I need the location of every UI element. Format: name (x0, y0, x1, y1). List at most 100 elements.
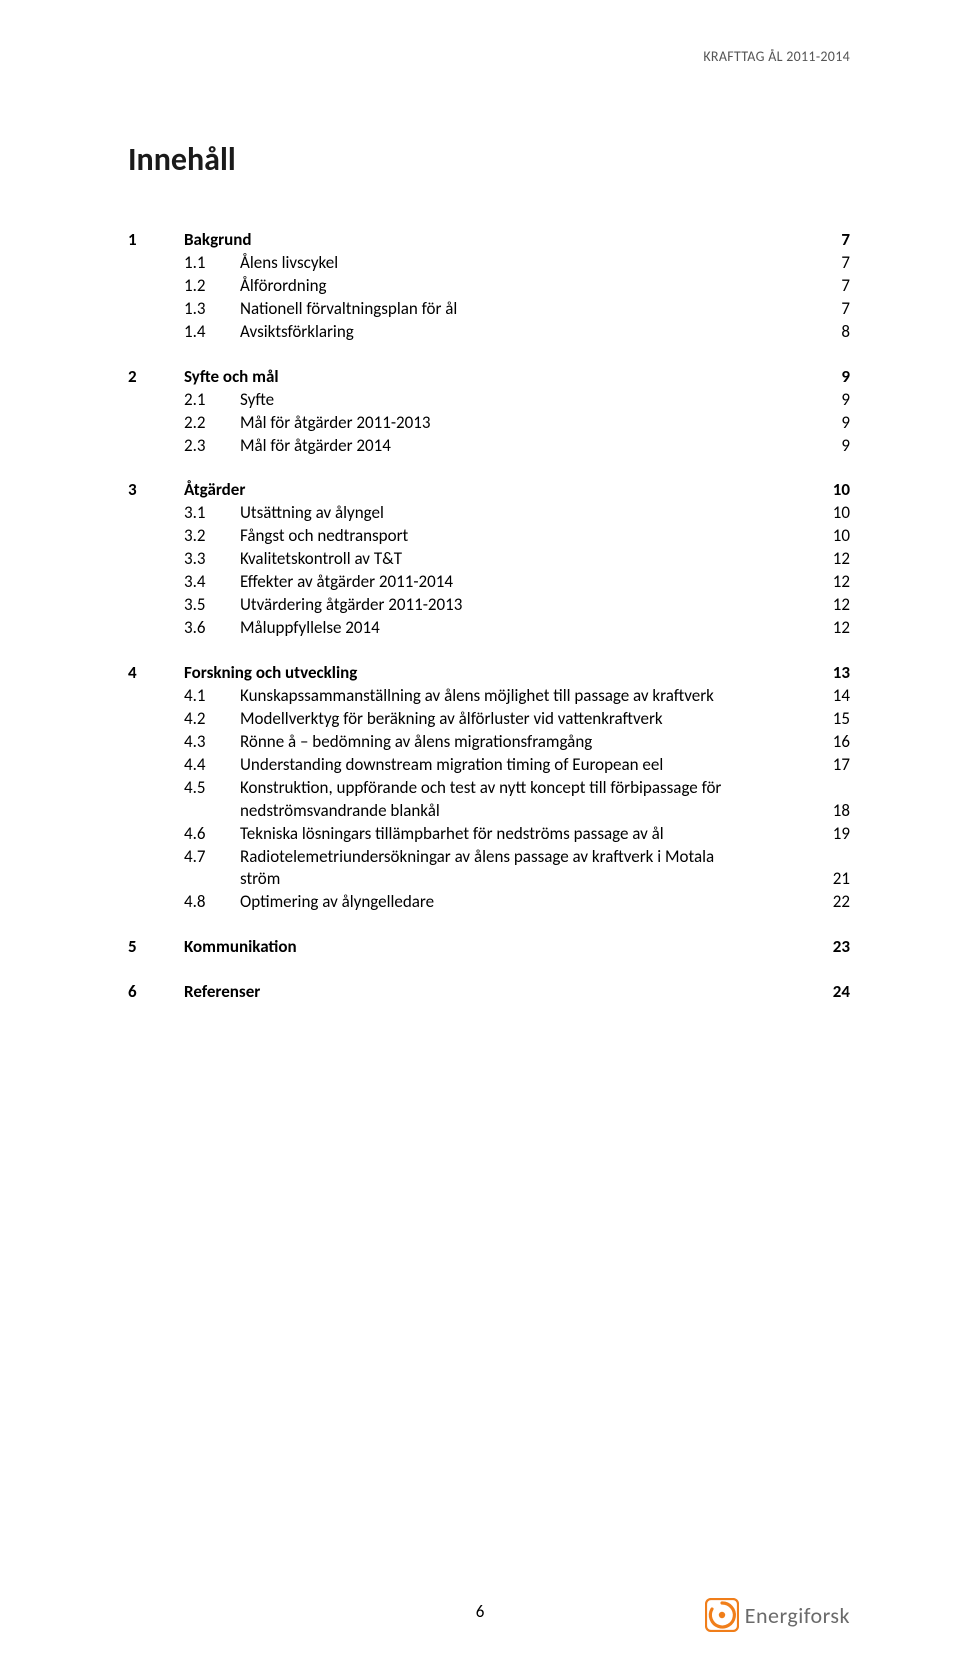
toc-number: 1.1 (184, 252, 240, 275)
toc-page: 7 (818, 275, 850, 298)
toc-label: Optimering av ålyngelledare (240, 891, 818, 914)
running-header: KRAFTTAG ÅL 2011-2014 (703, 48, 850, 65)
toc-page: 18 (818, 800, 850, 823)
toc-label: Syfte (240, 389, 818, 412)
toc-entry[interactable]: 4.1Kunskapssammanställning av ålens möjl… (128, 685, 850, 708)
toc-page: 10 (818, 479, 850, 502)
toc-label: Åtgärder (184, 479, 818, 502)
toc-label: Rönne å – bedömning av ålens migrationsf… (240, 731, 818, 754)
toc-entry[interactable]: 1.4Avsiktsförklaring8 (128, 321, 850, 344)
toc-page: 12 (818, 571, 850, 594)
toc-entry[interactable]: 4.4Understanding downstream migration ti… (128, 754, 850, 777)
toc-label: Mål för åtgärder 2011-2013 (240, 412, 818, 435)
toc-label: Effekter av åtgärder 2011-2014 (240, 571, 818, 594)
toc-label: Ålförordning (240, 275, 818, 298)
toc-label: Utvärdering åtgärder 2011-2013 (240, 594, 818, 617)
toc-page: 7 (818, 298, 850, 321)
toc-number: 1.4 (184, 321, 240, 344)
toc-label: Kunskapssammanställning av ålens möjligh… (240, 685, 818, 708)
toc-label: Tekniska lösningars tillämpbarhet för ne… (240, 823, 818, 846)
toc-entry[interactable]: 3.2Fångst och nedtransport10 (128, 525, 850, 548)
toc-page: 7 (818, 252, 850, 275)
toc-page: 17 (818, 754, 850, 777)
toc-number: 2.1 (184, 389, 240, 412)
toc-page: 14 (818, 685, 850, 708)
toc-number: 4.8 (184, 891, 240, 914)
logo-text: Energiforsk (745, 1602, 850, 1629)
toc-number: 3.6 (184, 617, 240, 640)
toc-label: Forskning och utveckling (184, 662, 818, 685)
toc-entry[interactable]: 4.6Tekniska lösningars tillämpbarhet för… (128, 823, 850, 846)
toc-page: 9 (818, 389, 850, 412)
toc-label: Bakgrund (184, 229, 818, 252)
toc-page: 10 (818, 525, 850, 548)
toc-entry[interactable]: 5Kommunikation23 (128, 936, 850, 959)
toc-entry[interactable]: 1.2Ålförordning7 (128, 275, 850, 298)
toc-number: 4.4 (184, 754, 240, 777)
toc-entry[interactable]: 4.2Modellverktyg för beräkning av ålförl… (128, 708, 850, 731)
toc-label: Mål för åtgärder 2014 (240, 435, 818, 458)
toc-number: 4.5 (184, 777, 240, 800)
toc-label: Referenser (184, 981, 818, 1004)
toc-entry[interactable]: 3.3Kvalitetskontroll av T&T12 (128, 548, 850, 571)
toc-number: 3.2 (184, 525, 240, 548)
toc-page: 9 (818, 366, 850, 389)
toc-entry[interactable]: 3Åtgärder10 (128, 479, 850, 502)
toc-page: 10 (818, 502, 850, 525)
toc-number: 1.2 (184, 275, 240, 298)
toc-page: 8 (818, 321, 850, 344)
toc-entry[interactable]: 3.4Effekter av åtgärder 2011-201412 (128, 571, 850, 594)
toc-number: 2 (128, 366, 184, 389)
toc-label: ström (240, 868, 818, 891)
toc-entry[interactable]: 2.2Mål för åtgärder 2011-20139 (128, 412, 850, 435)
toc-entry[interactable]: 4.3Rönne å – bedömning av ålens migratio… (128, 731, 850, 754)
toc-label: nedströmsvandrande blankål (240, 800, 818, 823)
toc-number: 4.3 (184, 731, 240, 754)
toc-label: Understanding downstream migration timin… (240, 754, 818, 777)
toc-entry[interactable]: 4.5Konstruktion, uppförande och test av … (128, 777, 850, 800)
toc-number: 3 (128, 479, 184, 502)
toc-number: 5 (128, 936, 184, 959)
toc-number: 3.5 (184, 594, 240, 617)
toc-entry[interactable]: 1.3Nationell förvaltningsplan för ål7 (128, 298, 850, 321)
toc-number: 1 (128, 229, 184, 252)
toc-number: 6 (128, 981, 184, 1004)
logo-icon (705, 1598, 739, 1632)
toc-entry[interactable]: 2.1Syfte9 (128, 389, 850, 412)
toc-number: 3.1 (184, 502, 240, 525)
toc-entry[interactable]: 3.1Utsättning av ålyngel10 (128, 502, 850, 525)
toc-label: Radiotelemetriundersökningar av ålens pa… (240, 846, 818, 869)
toc-entry-continuation[interactable]: nedströmsvandrande blankål18 (128, 800, 850, 823)
toc-entry[interactable]: 2.3Mål för åtgärder 20149 (128, 435, 850, 458)
toc-label: Nationell förvaltningsplan för ål (240, 298, 818, 321)
toc-entry-continuation[interactable]: ström21 (128, 868, 850, 891)
toc-number: 3.4 (184, 571, 240, 594)
toc-page: 7 (818, 229, 850, 252)
toc-number: 1.3 (184, 298, 240, 321)
toc-page: 19 (818, 823, 850, 846)
toc-page: 16 (818, 731, 850, 754)
toc-number: 4 (128, 662, 184, 685)
toc-number: 4.6 (184, 823, 240, 846)
toc-label: Utsättning av ålyngel (240, 502, 818, 525)
toc-entry[interactable]: 4Forskning och utveckling13 (128, 662, 850, 685)
toc-number: 3.3 (184, 548, 240, 571)
table-of-contents: 1Bakgrund71.1Ålens livscykel71.2Ålförord… (128, 229, 850, 1004)
toc-entry[interactable]: 4.7Radiotelemetriundersökningar av ålens… (128, 846, 850, 869)
toc-entry[interactable]: 1.1Ålens livscykel7 (128, 252, 850, 275)
toc-entry[interactable]: 3.6Måluppfyllelse 201412 (128, 617, 850, 640)
toc-entry[interactable]: 4.8Optimering av ålyngelledare22 (128, 891, 850, 914)
toc-entry[interactable]: 1Bakgrund7 (128, 229, 850, 252)
toc-page: 23 (818, 936, 850, 959)
toc-entry[interactable]: 2Syfte och mål9 (128, 366, 850, 389)
toc-page: 9 (818, 412, 850, 435)
toc-label: Syfte och mål (184, 366, 818, 389)
toc-number: 4.7 (184, 846, 240, 869)
toc-entry[interactable]: 3.5Utvärdering åtgärder 2011-201312 (128, 594, 850, 617)
toc-page: 12 (818, 594, 850, 617)
toc-page: 9 (818, 435, 850, 458)
toc-entry[interactable]: 6Referenser24 (128, 981, 850, 1004)
toc-page: 12 (818, 617, 850, 640)
toc-page: 24 (818, 981, 850, 1004)
toc-page: 22 (818, 891, 850, 914)
